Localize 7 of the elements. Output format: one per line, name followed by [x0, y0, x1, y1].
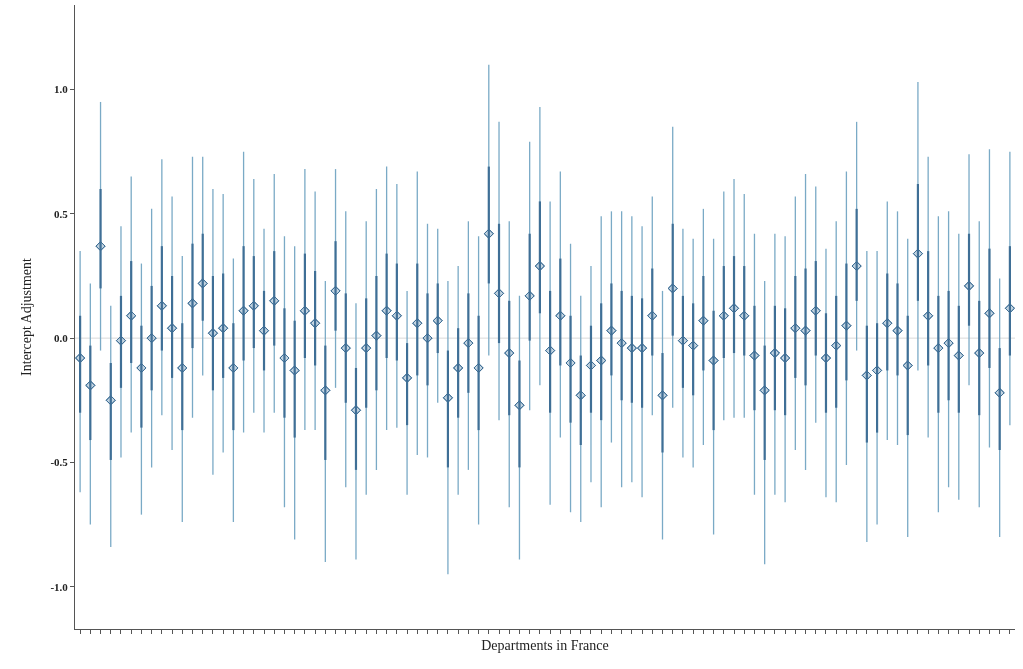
y-tick-label: -1.0 — [50, 580, 69, 593]
x-axis-title: Departments in France — [481, 637, 609, 653]
y-axis-title: Intercept Adjustment — [18, 257, 34, 376]
y-tick-label: -0.5 — [50, 456, 69, 469]
y-tick-label: 0.0 — [54, 331, 69, 344]
y-tick-label: 0.5 — [54, 207, 69, 220]
y-tick-label: 1.0 — [54, 83, 69, 96]
